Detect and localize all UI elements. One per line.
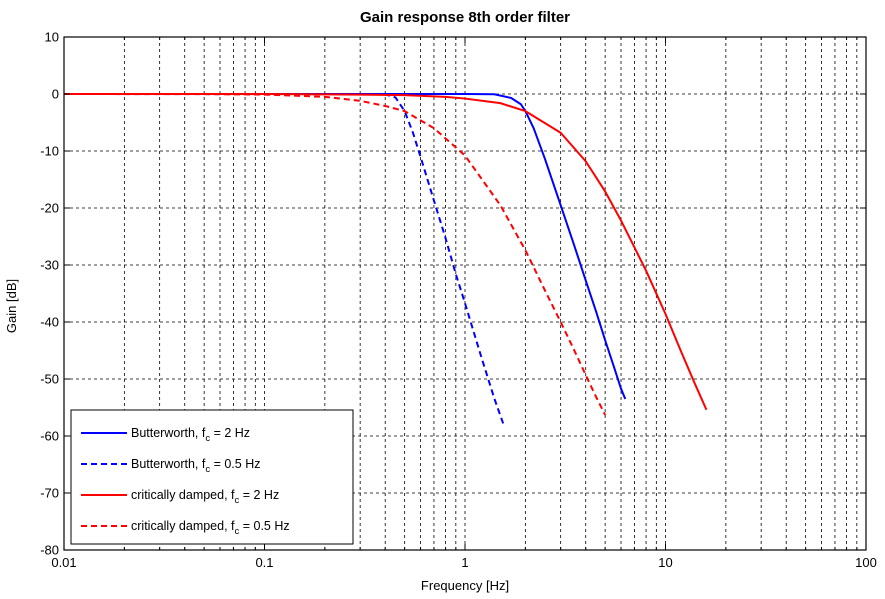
x-tick-label: 0.01	[51, 555, 76, 570]
legend-label-tail: = 0.5 Hz	[210, 457, 260, 471]
legend-label: critically damped, fc = 0.5 Hz	[131, 519, 290, 537]
y-tick-label: -60	[40, 429, 59, 444]
x-tick-label: 1	[461, 555, 468, 570]
legend-label: Butterworth, fc = 0.5 Hz	[131, 457, 260, 475]
legend-label-main: critically damped, f	[131, 488, 235, 502]
x-tick-label: 10	[658, 555, 672, 570]
legend-label-subscript: c	[235, 495, 240, 506]
legend-label: critically damped, fc = 2 Hz	[131, 488, 279, 506]
y-tick-label: -20	[40, 201, 59, 216]
legend-label-tail: = 2 Hz	[239, 488, 279, 502]
y-tick-label: -70	[40, 486, 59, 501]
legend-label-tail: = 0.5 Hz	[239, 519, 289, 533]
y-tick-label: -80	[40, 543, 59, 558]
legend-label-tail: = 2 Hz	[210, 426, 250, 440]
x-tick-label: 100	[855, 555, 877, 570]
plot-series	[64, 93, 708, 424]
x-axis-label: Frequency [Hz]	[421, 578, 509, 593]
legend-label-main: Butterworth, f	[131, 426, 206, 440]
y-tick-label: 10	[45, 30, 59, 45]
series-line-3	[64, 93, 708, 411]
y-tick-label: -40	[40, 315, 59, 330]
legend-label: Butterworth, fc = 2 Hz	[131, 426, 250, 444]
legend-label-subscript: c	[205, 464, 210, 475]
legend-label-main: Butterworth, f	[131, 457, 206, 471]
legend-label-main: critically damped, f	[131, 519, 235, 533]
series-line-1	[64, 93, 627, 400]
legend-label-subscript: c	[235, 526, 240, 537]
x-tick-label: 0.1	[255, 555, 273, 570]
y-tick-label: -50	[40, 372, 59, 387]
y-tick-label: -10	[40, 144, 59, 159]
chart-title: Gain response 8th order filter	[360, 9, 570, 26]
y-tick-label: -30	[40, 258, 59, 273]
legend-label-subscript: c	[205, 433, 210, 444]
y-tick-label: 0	[52, 87, 59, 102]
y-axis-label: Gain [dB]	[4, 279, 19, 333]
series-line-4	[64, 93, 607, 416]
